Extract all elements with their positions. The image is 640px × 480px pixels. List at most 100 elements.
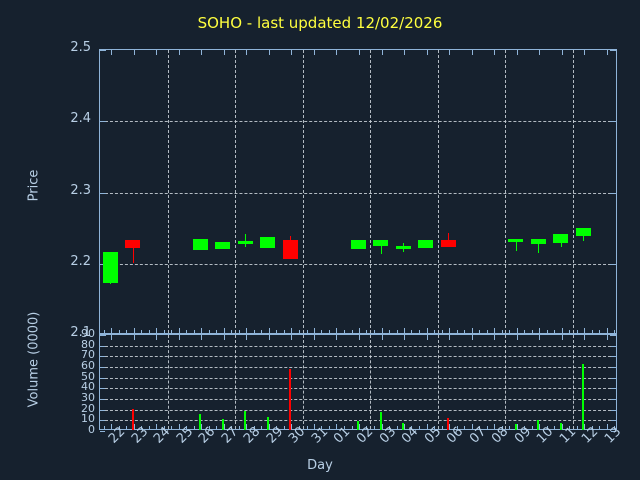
candle-body[interactable] — [215, 242, 231, 250]
x-axis-minor-tick — [306, 426, 308, 429]
x-axis-tick — [381, 424, 383, 429]
x-axis-tick — [201, 335, 203, 340]
candle-body[interactable] — [237, 241, 253, 245]
x-axis-minor-tick — [171, 330, 173, 333]
candle-body[interactable] — [282, 239, 298, 260]
volume-gridline — [100, 388, 616, 390]
volume-bar[interactable] — [199, 414, 202, 430]
day-gridline — [302, 335, 304, 429]
x-axis-tick — [223, 328, 225, 333]
candle-body[interactable] — [530, 238, 546, 244]
volume-bar[interactable] — [357, 421, 359, 430]
x-axis-minor-tick — [343, 426, 345, 429]
candle-body[interactable] — [125, 239, 141, 248]
candle-body[interactable] — [350, 239, 366, 250]
volume-axis-tick — [100, 377, 105, 379]
x-axis-tick — [178, 335, 180, 340]
day-gridline — [572, 50, 574, 333]
x-axis-tick — [201, 50, 203, 55]
x-axis-minor-tick — [441, 330, 443, 333]
candle-body[interactable] — [260, 237, 276, 248]
x-axis-minor-tick — [509, 330, 511, 333]
x-axis-tick — [449, 50, 451, 55]
x-axis-minor-tick — [343, 330, 345, 333]
x-axis-tick — [404, 50, 406, 55]
candle-body[interactable] — [553, 234, 569, 243]
volume-bar[interactable] — [447, 418, 450, 430]
x-axis-minor-tick — [208, 330, 210, 333]
x-axis-tick — [606, 335, 608, 340]
volume-tick-label: 30 — [81, 391, 95, 404]
x-axis-minor-tick — [103, 426, 105, 429]
volume-bar[interactable] — [402, 422, 405, 430]
volume-bar[interactable] — [514, 423, 517, 430]
volume-bar[interactable] — [266, 417, 269, 430]
candle-body[interactable] — [418, 239, 434, 248]
x-axis-tick — [268, 424, 270, 429]
x-axis-tick — [471, 424, 473, 429]
volume-axis-tick — [100, 431, 105, 432]
candle-body[interactable] — [508, 239, 524, 243]
x-axis-label: Day — [307, 458, 333, 473]
x-axis-tick — [561, 50, 563, 55]
x-axis-minor-tick — [366, 426, 368, 429]
x-axis-tick — [111, 328, 113, 333]
x-axis-tick — [246, 50, 248, 55]
candle-body[interactable] — [395, 245, 411, 249]
x-axis-minor-tick — [456, 426, 458, 429]
candle-body[interactable] — [192, 238, 208, 250]
x-axis-tick — [426, 50, 428, 55]
x-axis-minor-tick — [524, 330, 526, 333]
x-axis-minor-tick — [599, 330, 601, 333]
x-axis-tick — [336, 424, 338, 429]
price-gridline — [100, 263, 616, 265]
x-axis-tick — [223, 335, 225, 340]
price-axis-tick — [100, 50, 106, 51]
price-tick-label: 2.4 — [70, 111, 91, 127]
x-axis-tick — [111, 335, 113, 340]
x-axis-minor-tick — [614, 330, 616, 333]
x-axis-minor-tick — [329, 330, 331, 333]
volume-tick-label: 40 — [81, 380, 95, 394]
x-axis-minor-tick — [441, 426, 443, 429]
volume-gridline — [100, 356, 616, 358]
volume-bar[interactable] — [582, 363, 585, 430]
x-axis-minor-tick — [509, 426, 511, 429]
volume-bar[interactable] — [289, 369, 292, 430]
candle-body[interactable] — [373, 239, 389, 246]
x-axis-tick — [471, 50, 473, 55]
x-axis-minor-tick — [614, 426, 616, 429]
x-axis-minor-tick — [396, 330, 398, 333]
x-axis-minor-tick — [479, 330, 481, 333]
x-axis-tick — [336, 335, 338, 340]
x-axis-tick — [606, 50, 608, 55]
x-axis-tick — [584, 328, 586, 333]
x-axis-minor-tick — [193, 426, 195, 429]
x-axis-tick — [111, 50, 113, 55]
x-axis-minor-tick — [276, 330, 278, 333]
x-axis-tick — [539, 328, 541, 333]
volume-bar[interactable] — [559, 422, 562, 430]
x-axis-tick — [178, 328, 180, 333]
volume-bar[interactable] — [244, 410, 247, 430]
x-axis-minor-tick — [231, 426, 233, 429]
candle-body[interactable] — [575, 227, 591, 236]
x-axis-minor-tick — [193, 330, 195, 333]
x-axis-tick — [133, 50, 135, 55]
volume-bar[interactable] — [379, 411, 382, 430]
volume-bar[interactable] — [537, 420, 540, 430]
x-axis-minor-tick — [298, 330, 300, 333]
candle-body[interactable] — [102, 252, 118, 283]
x-axis-tick — [449, 424, 451, 429]
x-axis-minor-tick — [599, 426, 601, 429]
x-axis-tick — [584, 424, 586, 429]
x-axis-tick — [584, 50, 586, 55]
x-axis-tick — [291, 50, 293, 55]
volume-axis-tick — [100, 345, 105, 347]
volume-bar[interactable] — [221, 419, 224, 430]
candle-body[interactable] — [440, 239, 456, 248]
x-axis-minor-tick — [261, 330, 263, 333]
volume-bar[interactable] — [131, 408, 134, 430]
candle-wick — [538, 238, 540, 253]
x-axis-tick — [268, 328, 270, 333]
